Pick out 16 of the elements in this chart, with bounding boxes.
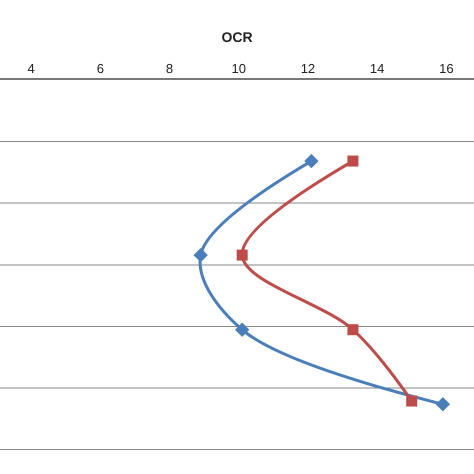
- point: [235, 322, 250, 337]
- x-tick-label: 16: [439, 61, 454, 76]
- point: [304, 154, 319, 168]
- point: [347, 156, 358, 167]
- point: [236, 250, 248, 261]
- x-tick-label: 10: [231, 61, 246, 76]
- x-tick-label: 4: [28, 61, 35, 76]
- point: [406, 396, 418, 407]
- point: [194, 248, 208, 262]
- x-tick-label: 6: [96, 61, 104, 76]
- x-axis-title: OCR: [221, 29, 253, 46]
- x-tick-label: 14: [370, 61, 384, 76]
- point: [436, 397, 450, 412]
- point: [347, 324, 358, 336]
- x-tick-label: 12: [300, 61, 316, 76]
- x-tick-label: 8: [166, 61, 174, 76]
